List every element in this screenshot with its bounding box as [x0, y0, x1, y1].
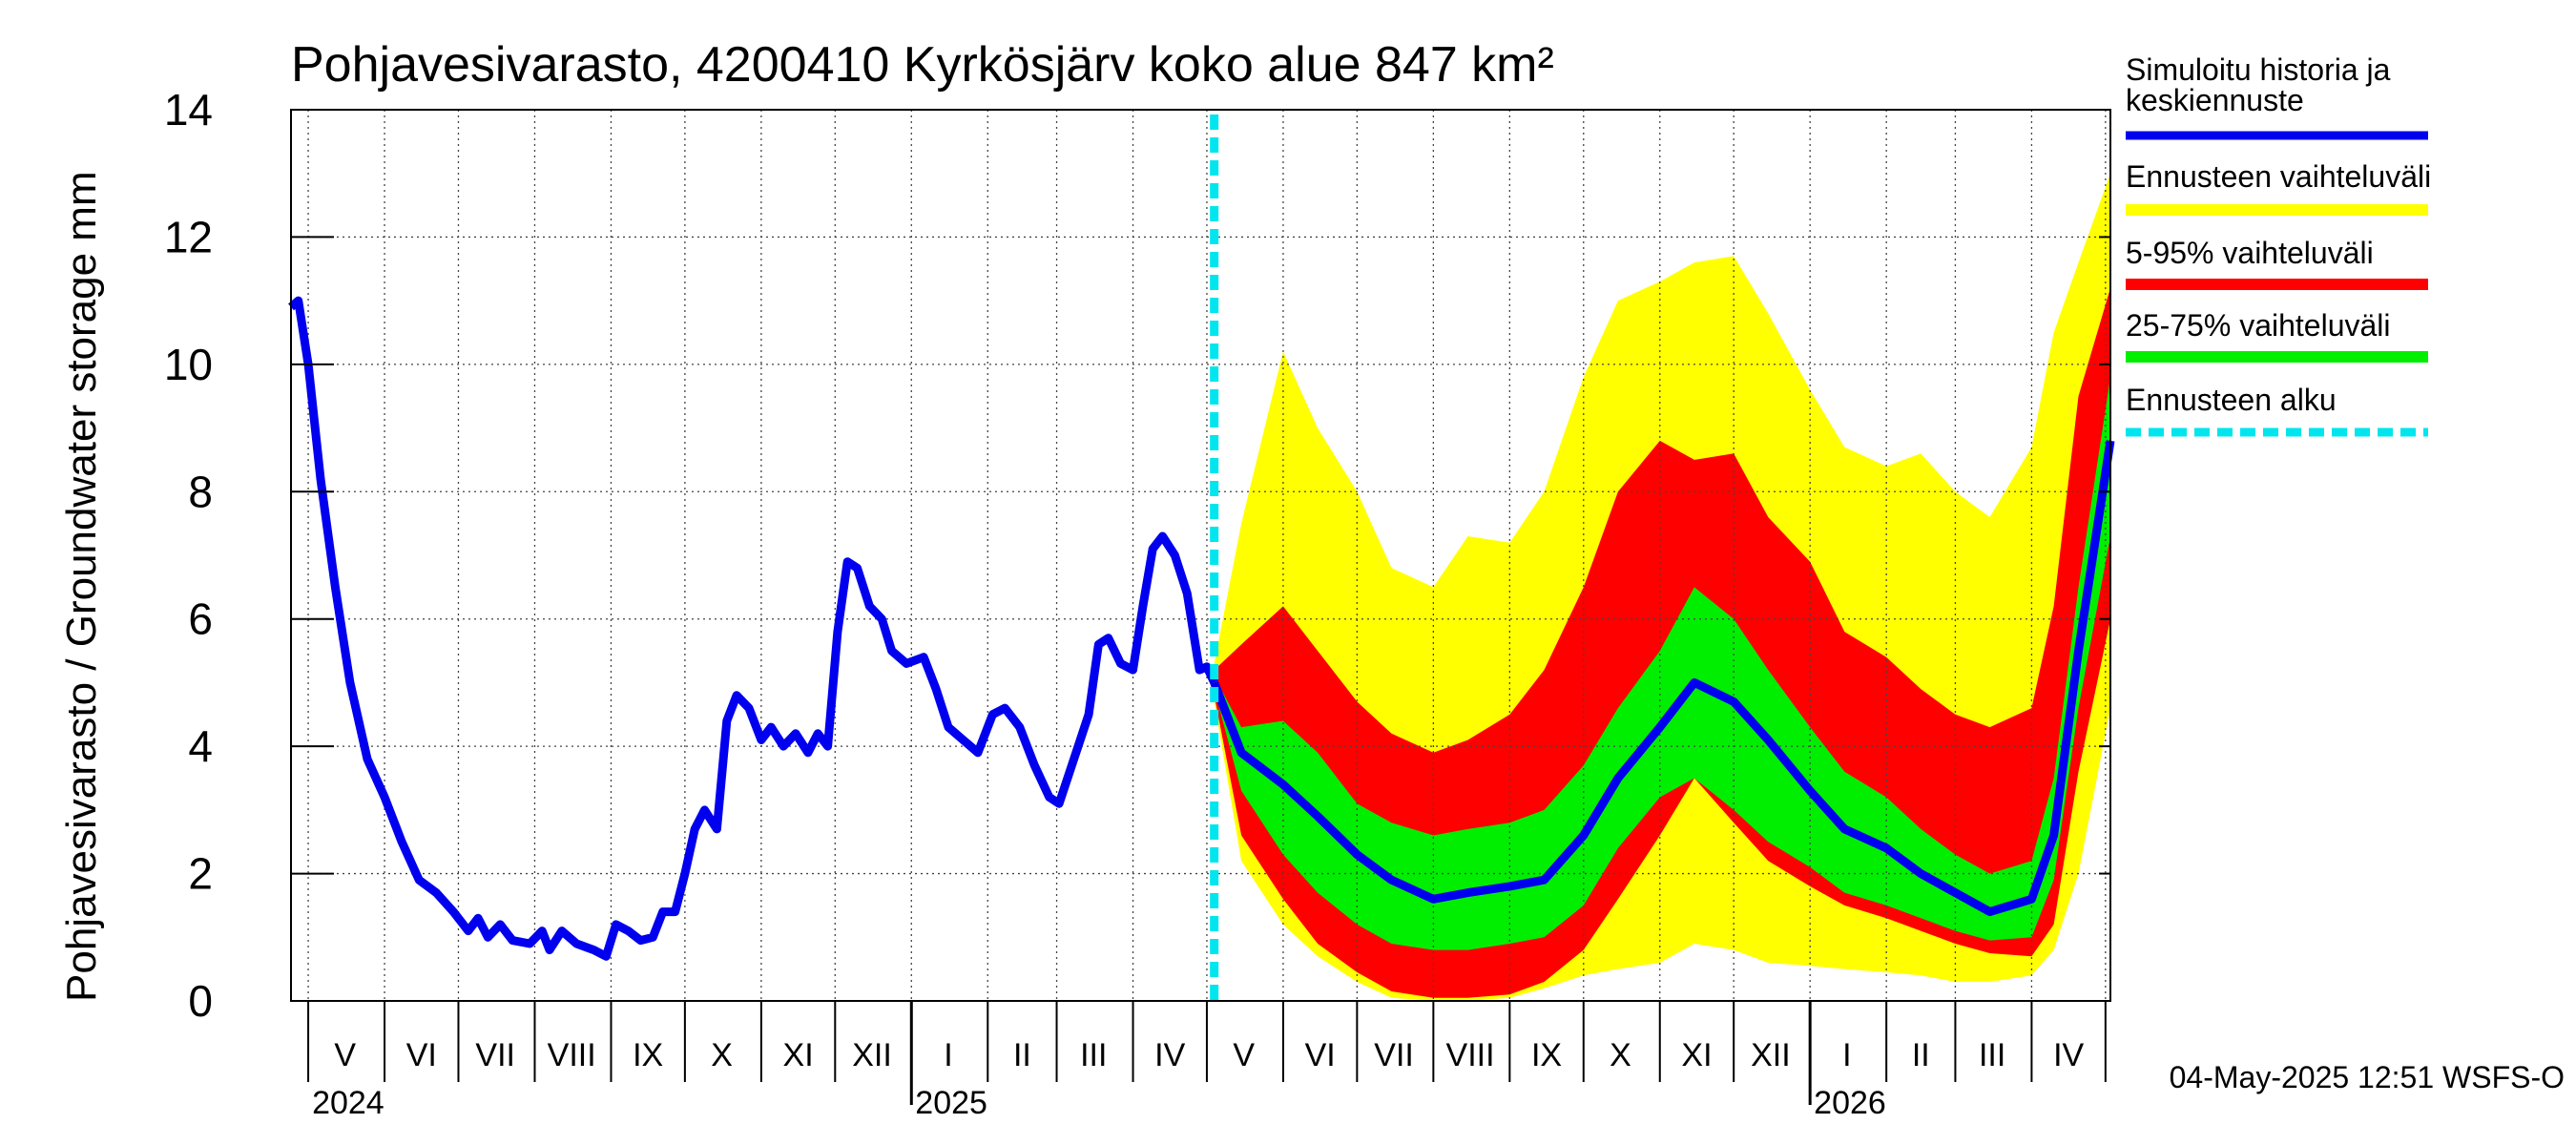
x-axis: V VI VII VIII IX X XI XII I II III IV V VI VII VIII IX X X…	[307, 1001, 2107, 1121]
plot-frame	[290, 109, 2111, 1002]
month-label: VIII	[548, 1037, 596, 1073]
legend-label-history-line1: Simuloitu historia ja	[2126, 52, 2391, 87]
y-tick-label: 8	[188, 467, 213, 516]
month-label: XII	[1751, 1037, 1791, 1073]
band-25-75	[1214, 377, 2110, 950]
legend: Simuloitu historia ja keskiennuste Ennus…	[2126, 52, 2431, 437]
month-label: XII	[852, 1037, 892, 1073]
month-label: IX	[1531, 1037, 1562, 1073]
y-tick-label: 4	[188, 721, 213, 771]
footer-timestamp: 04-May-2025 12:51 WSFS-O	[2170, 1060, 2565, 1094]
y-tick-label: 12	[164, 212, 213, 261]
month-label: III	[1979, 1037, 2005, 1073]
year-label: 2025	[915, 1085, 987, 1121]
legend-label-history-line2: keskiennuste	[2126, 83, 2304, 117]
history-line	[288, 296, 1218, 961]
month-label: XI	[783, 1037, 814, 1073]
month-label: IX	[633, 1037, 663, 1073]
legend-label-range: Ennusteen vaihteluväli	[2126, 159, 2431, 194]
month-label: X	[1610, 1037, 1631, 1073]
month-label: VI	[1305, 1037, 1336, 1073]
y-tick-label: 6	[188, 594, 213, 644]
y-tick-label: 10	[164, 340, 213, 389]
month-label: V	[1233, 1037, 1255, 1073]
legend-label-25-75: 25-75% vaihteluväli	[2126, 308, 2391, 343]
month-label: VII	[1374, 1037, 1414, 1073]
median-forecast-line	[1210, 440, 2115, 917]
month-label: X	[711, 1037, 733, 1073]
month-label: IV	[2053, 1037, 2084, 1073]
month-label: III	[1080, 1037, 1107, 1073]
y-tick-label: 2	[188, 849, 213, 899]
month-label: XI	[1681, 1037, 1712, 1073]
y-axis: 0 2 4 6 8 10 12 14	[164, 85, 2110, 1026]
legend-label-forecast-start: Ennusteen alku	[2126, 383, 2337, 417]
y-tick-label: 0	[188, 976, 213, 1026]
forecast-bands	[1214, 173, 2110, 1001]
year-label: 2024	[312, 1085, 384, 1121]
month-label: VI	[406, 1037, 437, 1073]
month-label: I	[1842, 1037, 1851, 1073]
year-label: 2026	[1814, 1085, 1886, 1121]
month-label: IV	[1154, 1037, 1185, 1073]
y-tick-label: 14	[164, 85, 213, 135]
month-label: II	[1912, 1037, 1930, 1073]
month-label: II	[1013, 1037, 1031, 1073]
y-axis-label: Pohjavesivarasto / Groundwater storage m…	[58, 171, 105, 1002]
month-label: I	[944, 1037, 952, 1073]
chart-title: Pohjavesivarasto, 4200410 Kyrkösjärv kok…	[291, 37, 1554, 93]
month-label: V	[334, 1037, 356, 1073]
month-label: VIII	[1446, 1037, 1495, 1073]
legend-label-5-95: 5-95% vaihteluväli	[2126, 236, 2374, 270]
month-label: VII	[475, 1037, 515, 1073]
